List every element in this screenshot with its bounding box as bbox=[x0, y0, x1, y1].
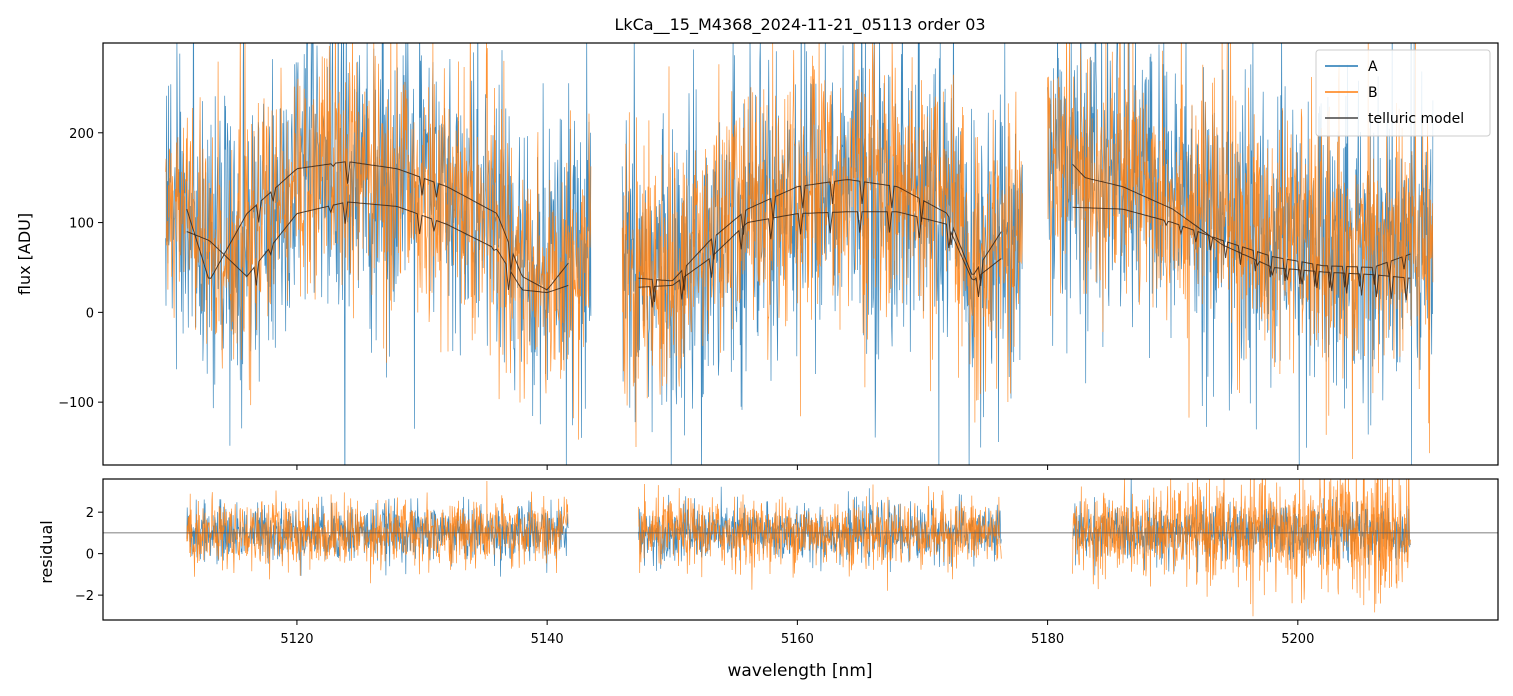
series-b-segment-3 bbox=[1047, 43, 1434, 460]
bottom-y-axis-label: residual bbox=[37, 520, 56, 583]
x-axis-label: wavelength [nm] bbox=[727, 661, 872, 681]
bottom-ticks: −2 0 2 5120 5140 5160 5180 5200 bbox=[75, 506, 1315, 647]
top-y-tick-label: −100 bbox=[58, 396, 94, 411]
top-y-tick-label: 200 bbox=[69, 127, 94, 142]
legend: A B telluric model bbox=[1315, 49, 1491, 137]
telluric-model-curve-4 bbox=[638, 211, 1002, 308]
legend-label-a: A bbox=[1368, 59, 1378, 75]
top-panel: −100 0 100 200 flux [ADU] A B telluric mode… bbox=[15, 42, 1499, 470]
bottom-y-tick-label: 0 bbox=[86, 548, 94, 563]
telluric-model-curve-6 bbox=[1072, 206, 1411, 288]
top-y-tick-label: 100 bbox=[69, 217, 94, 232]
bottom-y-tick-label: −2 bbox=[75, 589, 94, 604]
bottom-y-tick-label: 2 bbox=[86, 506, 94, 521]
top-plot-area bbox=[165, 43, 1434, 465]
x-tick-label: 5200 bbox=[1281, 632, 1314, 647]
x-tick-label: 5140 bbox=[531, 632, 564, 647]
top-y-axis-label: flux [ADU] bbox=[15, 213, 34, 295]
series-b-segment-1 bbox=[165, 43, 592, 440]
top-axes-frame bbox=[102, 42, 1499, 466]
top-y-tick-label: 0 bbox=[86, 306, 94, 321]
x-tick-label: 5160 bbox=[781, 632, 814, 647]
bottom-axes-frame bbox=[102, 478, 1499, 621]
chart-title: LkCa__15_M4368_2024-11-21_05113 order 03 bbox=[614, 15, 985, 35]
legend-label-telluric: telluric model bbox=[1368, 111, 1464, 127]
legend-label-b: B bbox=[1368, 85, 1378, 101]
legend-box bbox=[1315, 49, 1491, 137]
telluric-model-curve-1 bbox=[186, 161, 569, 291]
x-tick-label: 5180 bbox=[1031, 632, 1064, 647]
series-b-segment-2 bbox=[621, 43, 1023, 448]
bottom-plot-area bbox=[103, 479, 1498, 617]
bottom-panel: −2 0 2 5120 5140 5160 5180 5200 residual wavele… bbox=[37, 478, 1499, 681]
telluric-model-curve-2 bbox=[186, 201, 569, 294]
telluric-model-curve-3 bbox=[638, 179, 1002, 302]
residual-b-segment-3 bbox=[1072, 479, 1411, 617]
residual-b-segment-2 bbox=[638, 483, 1002, 591]
residual-b-segment-1 bbox=[186, 480, 569, 584]
x-tick-label: 5120 bbox=[280, 632, 313, 647]
top-ticks: −100 0 100 200 bbox=[58, 127, 1299, 470]
